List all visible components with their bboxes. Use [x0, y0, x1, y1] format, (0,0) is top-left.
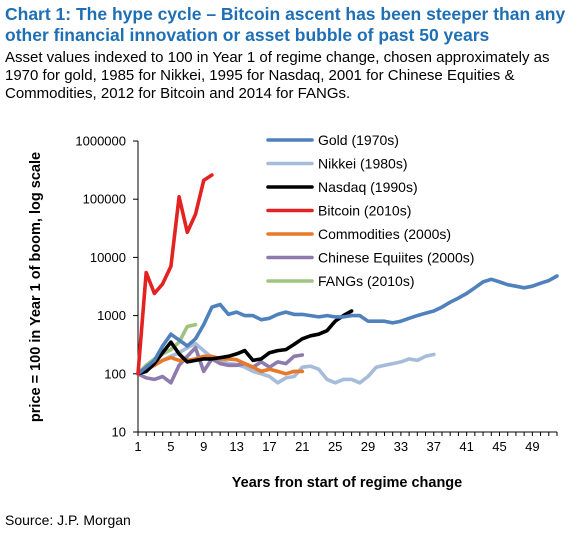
x-tick-label: 37: [427, 439, 441, 454]
x-tick-label: 21: [295, 439, 309, 454]
tick-labels: 10 100 1000 10000 100000 1000000 1 5 9 13 17 21 25 29…: [75, 134, 539, 455]
series-line-chinese-equiites-2000s: [136, 345, 305, 385]
legend-label: Bitcoin (2010s): [318, 203, 411, 219]
x-tick-label: 5: [167, 439, 174, 454]
x-tick-label: 45: [492, 439, 506, 454]
series-line-gold-1970s: [136, 274, 559, 376]
source-note: Source: J.P. Morgan: [5, 512, 131, 528]
y-axis-label: price = 100 in Year 1 of boom, log scale: [28, 152, 44, 422]
x-tick-label: 17: [262, 439, 276, 454]
chart-subtitle: Asset values indexed to 100 in Year 1 of…: [5, 49, 550, 102]
x-tick-label: 41: [459, 439, 473, 454]
x-tick-label: 1: [134, 439, 141, 454]
x-tick-label: 29: [361, 439, 375, 454]
y-tick-label: 100000: [83, 192, 126, 207]
legend: Gold (1970s) Nikkei (1980s) Nasdaq (1990s)…: [266, 132, 474, 289]
legend-label: Commodities (2000s): [318, 226, 451, 242]
x-tick-label: 9: [200, 439, 207, 454]
legend-label: Nasdaq (1990s): [318, 179, 418, 195]
chart-title: Chart 1: The hype cycle – Bitcoin ascent…: [5, 4, 566, 45]
x-axis-label: Years fron start of regime change: [232, 475, 462, 491]
legend-label: Nikkei (1980s): [318, 156, 407, 172]
x-tick-label: 33: [394, 439, 408, 454]
legend-label: Gold (1970s): [318, 132, 399, 148]
y-tick-label: 1000000: [75, 134, 126, 149]
y-tick-label: 10000: [90, 250, 126, 265]
axes: [133, 140, 558, 436]
y-tick-label: 1000: [97, 308, 126, 323]
x-tick-label: 49: [525, 439, 539, 454]
series-lines: [136, 173, 559, 385]
y-tick-label: 10: [112, 425, 126, 440]
legend-label: Chinese Equiites (2000s): [318, 250, 474, 266]
x-tick-label: 13: [229, 439, 243, 454]
series-line-nasdaq-1990s: [136, 309, 354, 376]
x-tick-label: 25: [328, 439, 342, 454]
legend-label: FANGs (2010s): [318, 273, 414, 289]
y-tick-label: 100: [104, 366, 126, 381]
series-line-bitcoin-2010s: [136, 173, 214, 376]
